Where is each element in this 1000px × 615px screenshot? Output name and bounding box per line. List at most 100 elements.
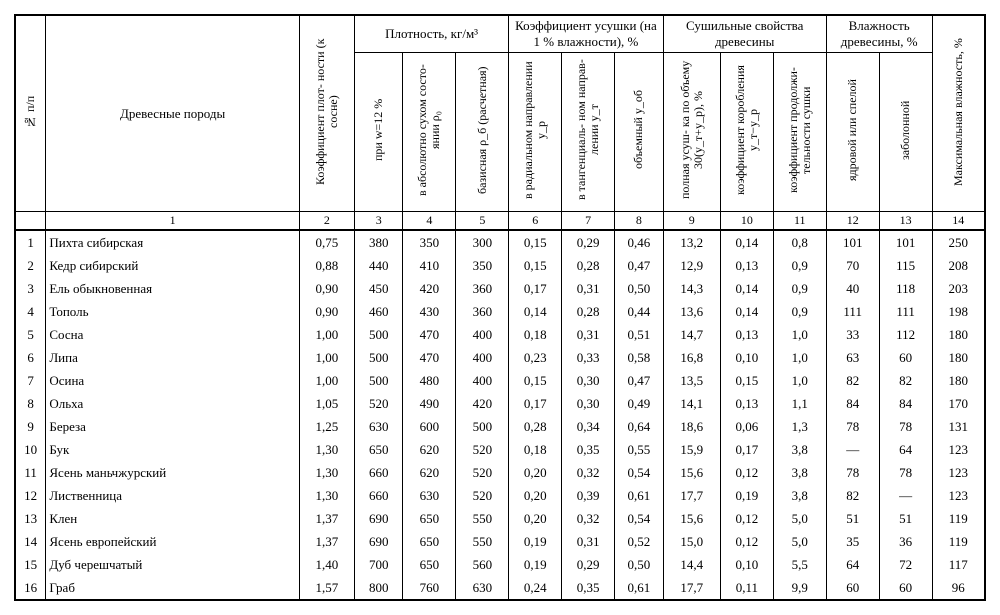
data-cell: 690 <box>354 507 402 530</box>
data-cell: 0,19 <box>720 484 773 507</box>
table-row: 14Ясень европейский1,376906505500,190,31… <box>15 530 985 553</box>
table-row: 8Ольха1,055204904200,170,300,4914,10,131… <box>15 392 985 415</box>
data-cell: 13,2 <box>663 230 720 254</box>
data-cell: 300 <box>456 230 509 254</box>
data-cell: 500 <box>354 346 402 369</box>
species-name: Дуб черешчатый <box>46 553 300 576</box>
data-cell: 180 <box>932 369 985 392</box>
data-cell: 0,17 <box>509 277 562 300</box>
data-cell: 0,46 <box>615 230 664 254</box>
data-cell: 650 <box>403 530 456 553</box>
data-cell: 700 <box>354 553 402 576</box>
header-c10: коэффициент коробления y_т−y_р <box>720 53 773 212</box>
data-cell: 360 <box>456 277 509 300</box>
data-cell: 0,18 <box>509 323 562 346</box>
data-cell: 180 <box>932 346 985 369</box>
data-cell: 550 <box>456 507 509 530</box>
numcell: 12 <box>826 212 879 231</box>
data-cell: 0,17 <box>720 438 773 461</box>
data-cell: 0,9 <box>773 300 826 323</box>
row-index: 2 <box>15 254 46 277</box>
header-group-shrinkage: Коэффициент усушки (на 1 % влажности), % <box>509 15 663 53</box>
data-cell: 0,12 <box>720 461 773 484</box>
data-cell: 0,13 <box>720 323 773 346</box>
species-name: Бук <box>46 438 300 461</box>
data-cell: 0,54 <box>615 461 664 484</box>
header-c11: коэффициент продолжи- тельности сушки <box>773 53 826 212</box>
data-cell: 0,33 <box>562 346 615 369</box>
data-cell: 0,61 <box>615 484 664 507</box>
data-cell: 0,17 <box>509 392 562 415</box>
data-cell: 0,50 <box>615 277 664 300</box>
data-cell: 119 <box>932 507 985 530</box>
data-cell: 250 <box>932 230 985 254</box>
data-cell: 0,35 <box>562 576 615 600</box>
data-cell: 690 <box>354 530 402 553</box>
data-cell: 1,40 <box>299 553 354 576</box>
data-cell: 123 <box>932 438 985 461</box>
data-cell: 480 <box>403 369 456 392</box>
data-cell: 111 <box>826 300 879 323</box>
data-cell: 1,30 <box>299 461 354 484</box>
data-cell: 350 <box>403 230 456 254</box>
data-cell: 0,44 <box>615 300 664 323</box>
data-cell: 420 <box>403 277 456 300</box>
table-row: 12Лиственница1,306606305200,200,390,6117… <box>15 484 985 507</box>
data-cell: 82 <box>826 369 879 392</box>
numcell: 8 <box>615 212 664 231</box>
data-cell: 450 <box>354 277 402 300</box>
table-row: 2Кедр сибирский0,884404103500,150,280,47… <box>15 254 985 277</box>
data-cell: 380 <box>354 230 402 254</box>
table-row: 16Граб1,578007606300,240,350,6117,70,119… <box>15 576 985 600</box>
data-cell: 0,9 <box>773 277 826 300</box>
data-cell: 16,8 <box>663 346 720 369</box>
data-cell: 630 <box>456 576 509 600</box>
data-cell: 84 <box>879 392 932 415</box>
table-row: 10Бук1,306506205200,180,350,5515,90,173,… <box>15 438 985 461</box>
numcell: 4 <box>403 212 456 231</box>
data-cell: 0,88 <box>299 254 354 277</box>
data-cell: 0,28 <box>562 254 615 277</box>
data-cell: 600 <box>403 415 456 438</box>
header-group-density: Плотность, кг/м³ <box>354 15 508 53</box>
table-row: 4Тополь0,904604303600,140,280,4413,60,14… <box>15 300 985 323</box>
row-index: 13 <box>15 507 46 530</box>
data-cell: 0,32 <box>562 507 615 530</box>
data-cell: 96 <box>932 576 985 600</box>
data-cell: 490 <box>403 392 456 415</box>
data-cell: 36 <box>879 530 932 553</box>
data-cell: 0,58 <box>615 346 664 369</box>
data-cell: 0,61 <box>615 576 664 600</box>
numcell: 3 <box>354 212 402 231</box>
header-c12: ядровой или спелой <box>826 53 879 212</box>
numcell: 5 <box>456 212 509 231</box>
data-cell: 78 <box>826 461 879 484</box>
data-cell: 0,30 <box>562 369 615 392</box>
data-cell: 13,5 <box>663 369 720 392</box>
data-cell: 0,39 <box>562 484 615 507</box>
data-cell: 40 <box>826 277 879 300</box>
table-row: 13Клен1,376906505500,200,320,5415,60,125… <box>15 507 985 530</box>
data-cell: 0,15 <box>720 369 773 392</box>
data-cell: 0,32 <box>562 461 615 484</box>
data-cell: 0,20 <box>509 461 562 484</box>
header-c9: полная усуш- ка по объему 30(y_т+y_р), % <box>663 53 720 212</box>
data-cell: 0,14 <box>509 300 562 323</box>
data-cell: 660 <box>354 484 402 507</box>
species-name: Пихта сибирская <box>46 230 300 254</box>
header-c5: базисная ρ_б (расчетная) <box>456 53 509 212</box>
data-cell: 12,9 <box>663 254 720 277</box>
data-cell: 560 <box>456 553 509 576</box>
row-index: 6 <box>15 346 46 369</box>
row-index: 11 <box>15 461 46 484</box>
data-cell: 101 <box>879 230 932 254</box>
table-row: 11Ясень маньчжурский1,306606205200,200,3… <box>15 461 985 484</box>
data-cell: 60 <box>879 346 932 369</box>
data-cell: 660 <box>354 461 402 484</box>
numcell: 2 <box>299 212 354 231</box>
numcell: 6 <box>509 212 562 231</box>
data-cell: 0,15 <box>509 369 562 392</box>
data-cell: 0,31 <box>562 530 615 553</box>
header-c13: заболонной <box>879 53 932 212</box>
species-name: Ясень маньчжурский <box>46 461 300 484</box>
